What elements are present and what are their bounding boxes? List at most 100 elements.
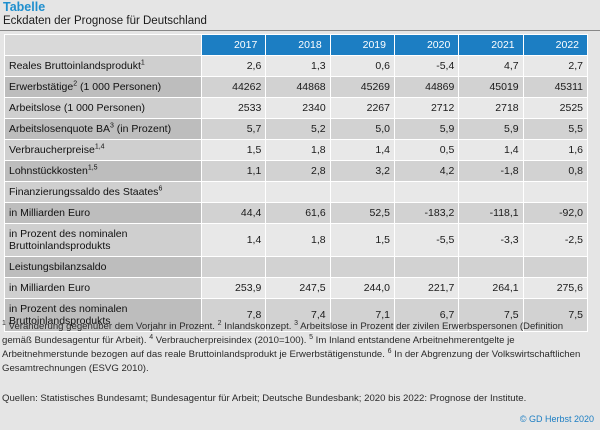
table-row: Erwerbstätige2 (1 000 Personen) 44262 4486… [4, 76, 589, 98]
table-cell: 1,1 [200, 160, 267, 182]
header-row: 2017 2018 2019 2020 2021 2022 [4, 34, 589, 56]
sources-text: Quellen: Statistisches Bundesamt; Bundes… [2, 393, 527, 404]
footnote-text: In der Abgrenzung der Volkswirtschaftlic… [2, 349, 581, 374]
table-cell: 5,9 [393, 118, 460, 140]
table-cell: 1,5 [329, 223, 395, 257]
table-cell: 2267 [329, 97, 395, 119]
table-cell: -5,5 [393, 223, 460, 257]
footnote-text: Veränderung gegenüber dem Vorjahr in Pro… [5, 321, 218, 332]
table-cell: 1,8 [265, 223, 331, 257]
table-cell [522, 256, 589, 278]
year-header: 2019 [329, 34, 395, 56]
row-label: Verbraucherpreise1,4 [4, 139, 202, 161]
table-row: Verbraucherpreise1,4 1,5 1,8 1,4 0,5 1,4 1,6 [4, 139, 589, 161]
footnote-number: 6 [387, 347, 392, 355]
table-row: Arbeitslose (1 000 Personen) 2533 2340 2267… [4, 97, 589, 119]
table-cell: 44,4 [200, 202, 267, 224]
row-label: Reales Bruttoinlandsprodukt1 [4, 55, 202, 77]
row-label-text: Lohnstückkosten [9, 165, 88, 177]
footnote-marker: 6 [158, 185, 163, 193]
footnote-number: 2 [217, 319, 222, 327]
divider [0, 30, 600, 31]
table-cell: 45019 [458, 76, 524, 98]
row-label-text: Erwerbstätige [9, 81, 74, 93]
table-cell: 1,5 [200, 139, 267, 161]
copyright-text: © GD Herbst 2020 [519, 414, 594, 424]
year-header: 2020 [393, 34, 460, 56]
row-label: Erwerbstätige2 (1 000 Personen) [4, 76, 202, 98]
table-cell: 3,2 [329, 160, 395, 182]
table-cell: 44869 [393, 76, 460, 98]
row-label: in Prozent des nominalen Bruttoinlandspr… [4, 298, 202, 332]
table-row: Leistungsbilanzsaldo [4, 256, 589, 278]
table-cell: 1,6 [522, 139, 589, 161]
table-cell: 1,4 [200, 223, 267, 257]
table-row: in Milliarden Euro 253,9 247,5 244,0 221,7 26… [4, 277, 589, 299]
row-label-text: Finanzierungssaldo des Staates [9, 186, 159, 198]
table-cell: 7,5 [522, 298, 589, 332]
table-cell: 247,5 [265, 277, 331, 299]
table-cell: 7,4 [265, 298, 331, 332]
footnote-marker: 3 [109, 122, 114, 130]
row-label-suffix: (1 000 Personen) [77, 81, 162, 93]
table-cell: 2712 [393, 97, 460, 119]
row-label-text: Verbraucherpreise [9, 144, 95, 156]
table-cell: 2,6 [200, 55, 267, 77]
row-label-suffix: (in Prozent) [113, 123, 172, 135]
table-row: Reales Bruttoinlandsprodukt1 2,6 1,3 0,6 -5,… [4, 55, 589, 77]
table-cell: 5,5 [522, 118, 589, 140]
row-label-text: in Prozent des nominalen Bruttoinlandspr… [9, 303, 128, 327]
table-cell [393, 181, 460, 203]
table-row: Arbeitslosenquote BA3 (in Prozent) 5,7 5,2… [4, 118, 589, 140]
table-cell [458, 256, 524, 278]
table-cell: 2533 [200, 97, 267, 119]
table-row: in Prozent des nominalen Bruttoinlandspr… [4, 298, 589, 332]
row-label: in Milliarden Euro [4, 277, 202, 299]
table-cell: -183,2 [393, 202, 460, 224]
year-header: 2021 [458, 34, 524, 56]
year-header: 2017 [200, 34, 267, 56]
table-cell: -1,8 [458, 160, 524, 182]
table-cell [265, 181, 331, 203]
table-cell: 44868 [265, 76, 331, 98]
table-cell: 5,9 [458, 118, 524, 140]
table-cell: 2,7 [522, 55, 589, 77]
footnote-number: 3 [294, 319, 299, 327]
row-label-text: in Milliarden Euro [9, 282, 91, 294]
footnote-text: Arbeitslose in Prozent der zivilen Erwer… [2, 321, 564, 346]
footnote-text: Im Inland entstandene Arbeitnehmerentgel… [2, 335, 515, 360]
footnote-marker: 1,4 [94, 143, 105, 151]
footnote-marker: 2 [73, 80, 78, 88]
row-label-text: in Prozent des nominalen Bruttoinlandspr… [9, 228, 128, 252]
footnote-number: 5 [309, 333, 313, 341]
table-cell [522, 181, 589, 203]
table-cell: 2525 [522, 97, 589, 119]
footnote-number: 1 [2, 319, 6, 327]
table-cell [200, 256, 267, 278]
row-label: Arbeitslose (1 000 Personen) [4, 97, 202, 119]
table-cell: 44262 [200, 76, 267, 98]
table-cell: 61,6 [265, 202, 331, 224]
page-title: Tabelle [3, 0, 46, 14]
row-label: Leistungsbilanzsaldo [4, 256, 202, 278]
table-cell: 1,4 [329, 139, 395, 161]
table-cell: 253,9 [200, 277, 267, 299]
row-label: in Milliarden Euro [4, 202, 202, 224]
table-cell: -2,5 [522, 223, 589, 257]
table-cell: 5,7 [200, 118, 267, 140]
table-cell: 7,5 [458, 298, 524, 332]
footnote-number: 4 [149, 333, 154, 341]
table-cell [458, 181, 524, 203]
table-cell [329, 256, 395, 278]
table-cell: 4,7 [458, 55, 524, 77]
table-cell: 5,2 [265, 118, 331, 140]
table-cell [329, 181, 395, 203]
table-cell: 0,5 [393, 139, 460, 161]
footnote-marker: 1 [140, 59, 145, 67]
table-cell: -92,0 [522, 202, 589, 224]
row-label: Arbeitslosenquote BA3 (in Prozent) [4, 118, 202, 140]
footnote-text: Inlandskonzept. [221, 321, 295, 332]
footnotes: 1 Veränderung gegenüber dem Vorjahr in P… [2, 320, 594, 376]
table-cell: 2340 [265, 97, 331, 119]
table-cell: 0,6 [329, 55, 395, 77]
